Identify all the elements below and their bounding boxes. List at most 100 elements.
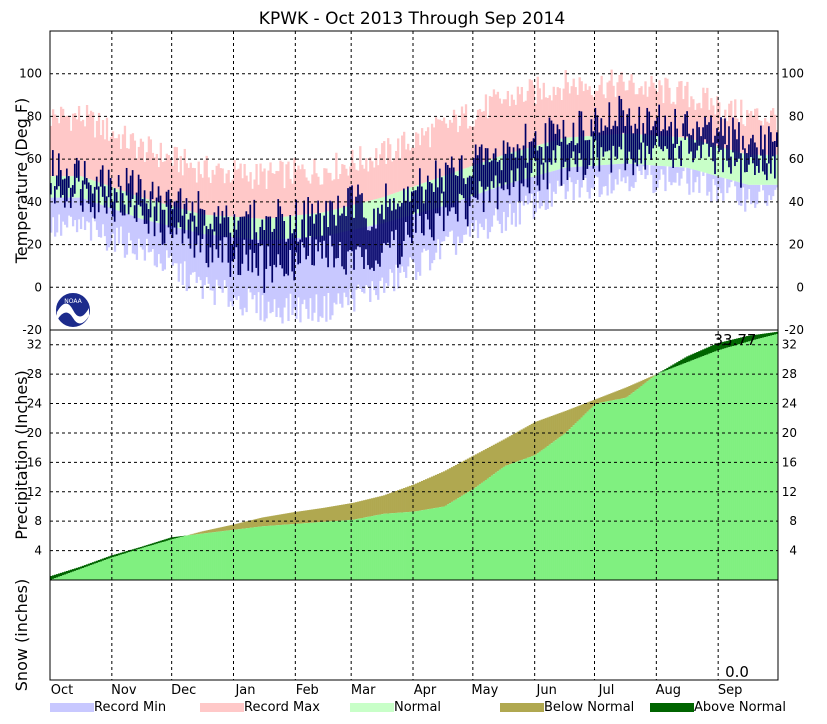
month-label: May: [471, 683, 498, 698]
actual-temp-bar: [519, 148, 521, 201]
above-normal-bar: [70, 570, 72, 573]
precip-base-bar: [571, 427, 573, 580]
below-normal-bar: [239, 523, 241, 529]
actual-temp-bar: [467, 178, 469, 227]
record-max-bar: [678, 81, 680, 137]
precip-base-bar: [706, 355, 708, 580]
precip-base-bar: [573, 425, 575, 580]
record-min-bar: [690, 169, 692, 170]
above-normal-bar: [110, 556, 112, 558]
precip-base-bar: [427, 509, 429, 580]
record-max-bar: [164, 161, 166, 204]
actual-temp-bar: [561, 142, 563, 186]
temp-tick-right: 0: [796, 280, 804, 294]
below-normal-bar: [247, 521, 249, 528]
record-min-bar: [339, 232, 341, 303]
below-normal-bar: [581, 405, 583, 418]
actual-temp-bar: [146, 203, 148, 223]
above-normal-bar: [118, 553, 120, 555]
actual-temp-bar: [76, 158, 78, 178]
actual-temp-bar: [758, 158, 760, 172]
record-max-bar: [301, 164, 303, 214]
record-max-bar: [114, 138, 116, 188]
below-normal-bar: [519, 431, 521, 461]
record-max-bar: [377, 165, 379, 198]
record-min-bar: [764, 185, 766, 204]
actual-temp-bar: [451, 157, 453, 208]
record-max-bar: [150, 139, 152, 200]
actual-temp-bar: [634, 124, 636, 163]
precip-base-bar: [329, 521, 331, 580]
below-normal-bar: [261, 517, 263, 526]
precip-base-bar: [678, 365, 680, 580]
actual-temp-bar: [325, 201, 327, 258]
actual-temp-bar: [600, 118, 602, 147]
precip-base-bar: [389, 513, 391, 580]
below-normal-bar: [367, 499, 369, 517]
below-normal-bar: [383, 495, 385, 514]
precip-base-bar: [696, 358, 698, 580]
above-normal-bar: [772, 332, 774, 335]
precip-base-bar: [507, 465, 509, 580]
record-min-bar: [461, 199, 463, 242]
actual-temp-bar: [616, 126, 618, 159]
actual-temp-bar: [700, 136, 702, 158]
precip-base-bar: [429, 509, 431, 580]
precip-base-bar: [267, 526, 269, 580]
actual-temp-bar: [54, 186, 56, 203]
record-min-bar: [646, 165, 648, 175]
record-max-bar: [431, 124, 433, 180]
precip-base-bar: [772, 335, 774, 580]
record-max-bar: [263, 168, 265, 218]
actual-temp-bar: [90, 185, 92, 212]
actual-temp-bar: [604, 126, 606, 152]
precip-base-bar: [299, 524, 301, 580]
legend-swatch: [50, 703, 94, 712]
actual-temp-bar: [740, 153, 742, 187]
record-min-bar: [198, 233, 200, 277]
above-normal-bar: [168, 538, 170, 540]
actual-temp-bar: [481, 144, 483, 186]
actual-temp-bar: [760, 126, 762, 156]
precip-base-bar: [335, 521, 337, 580]
record-min-bar: [708, 174, 710, 192]
actual-temp-bar: [513, 147, 515, 187]
actual-temp-bar: [409, 202, 411, 238]
record-min-bar: [545, 173, 547, 210]
record-min-bar: [652, 165, 654, 193]
actual-temp-bar: [104, 186, 106, 207]
record-min-bar: [204, 234, 206, 285]
above-normal-bar: [670, 366, 672, 369]
record-min-bar: [202, 234, 204, 299]
actual-temp-bar: [241, 217, 243, 264]
actual-temp-bar: [319, 213, 321, 242]
actual-temp-bar: [553, 124, 555, 151]
record-max-bar: [162, 162, 164, 203]
below-normal-bar: [638, 382, 640, 388]
below-normal-bar: [313, 509, 315, 522]
record-max-bar: [321, 184, 323, 212]
above-normal-bar: [180, 536, 182, 537]
precip-base-bar: [551, 443, 553, 580]
actual-temp-bar: [596, 115, 598, 157]
precip-base-bar: [714, 351, 716, 580]
above-normal-bar: [138, 548, 140, 550]
precip-base-bar: [399, 513, 401, 580]
title-layer: KPWK - Oct 2013 Through Sep 2014: [259, 9, 565, 29]
record-min-bar: [628, 164, 630, 191]
below-normal-bar: [591, 401, 593, 408]
actual-temp-bar: [628, 108, 630, 151]
actual-temp-bar: [303, 201, 305, 248]
record-max-bar: [345, 169, 347, 207]
above-normal-bar: [702, 349, 704, 356]
normal-bar: [76, 176, 78, 197]
record-max-bar: [68, 116, 70, 176]
actual-temp-bar: [327, 227, 329, 267]
record-max-bar: [136, 158, 138, 195]
below-normal-bar: [517, 432, 519, 462]
precip-base-bar: [620, 399, 622, 580]
actual-temp-bar: [423, 203, 425, 235]
record-max-bar: [561, 100, 563, 139]
precip-base-bar: [122, 554, 124, 580]
